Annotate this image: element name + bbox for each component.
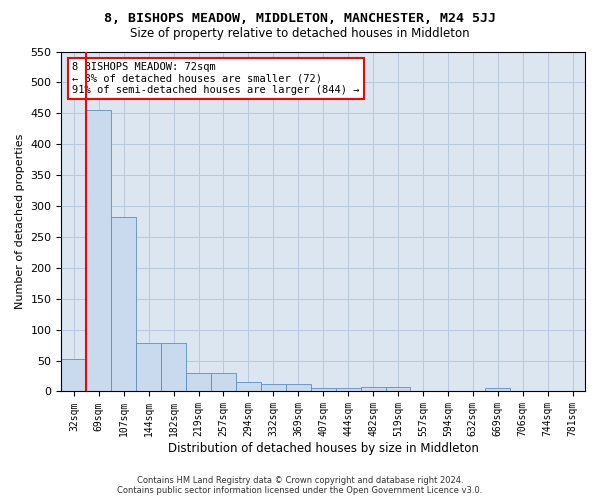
Bar [61,358,86,392]
Bar [261,384,286,392]
X-axis label: Distribution of detached houses by size in Middleton: Distribution of detached houses by size … [168,442,479,455]
Bar [86,110,111,392]
Text: Contains HM Land Registry data © Crown copyright and database right 2024.
Contai: Contains HM Land Registry data © Crown c… [118,476,482,495]
Bar [111,216,136,392]
Text: Size of property relative to detached houses in Middleton: Size of property relative to detached ho… [130,28,470,40]
Y-axis label: Number of detached properties: Number of detached properties [15,134,25,309]
Bar [211,373,236,392]
Bar [136,344,161,392]
Bar [161,344,186,392]
Bar [286,384,311,392]
Bar [386,387,410,392]
Bar [335,388,361,392]
Bar [361,387,386,392]
Bar [186,373,211,392]
Text: 8, BISHOPS MEADOW, MIDDLETON, MANCHESTER, M24 5JJ: 8, BISHOPS MEADOW, MIDDLETON, MANCHESTER… [104,12,496,26]
Bar [311,388,335,392]
Bar [485,388,510,392]
Text: 8 BISHOPS MEADOW: 72sqm
← 8% of detached houses are smaller (72)
91% of semi-det: 8 BISHOPS MEADOW: 72sqm ← 8% of detached… [72,62,359,95]
Bar [236,382,261,392]
